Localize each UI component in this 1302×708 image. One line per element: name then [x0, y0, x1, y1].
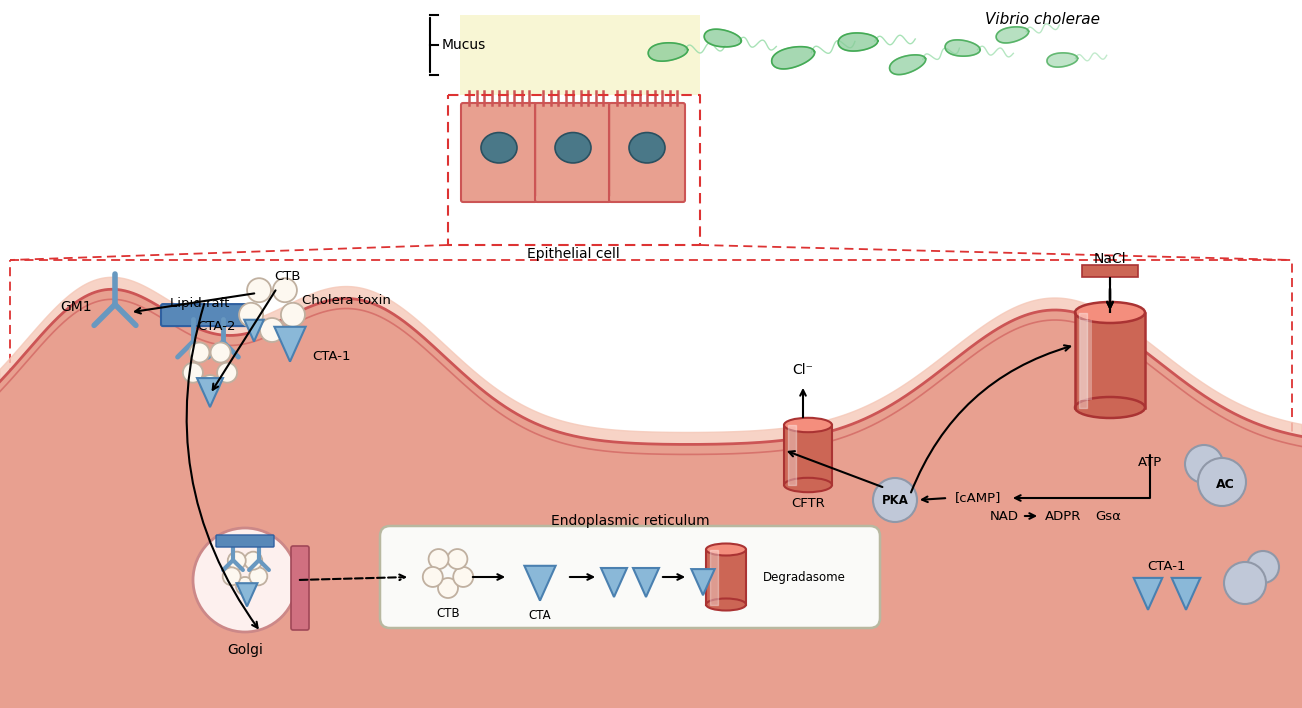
Circle shape — [189, 343, 210, 362]
Circle shape — [1224, 562, 1266, 604]
Text: GM1: GM1 — [60, 300, 91, 314]
Circle shape — [201, 375, 220, 395]
FancyBboxPatch shape — [1075, 312, 1144, 408]
Ellipse shape — [555, 132, 591, 163]
Polygon shape — [889, 55, 926, 74]
Polygon shape — [197, 378, 223, 407]
Ellipse shape — [706, 598, 746, 610]
Circle shape — [228, 552, 246, 570]
FancyBboxPatch shape — [460, 15, 700, 95]
FancyBboxPatch shape — [216, 535, 273, 547]
Polygon shape — [633, 568, 659, 597]
Polygon shape — [602, 568, 628, 597]
Circle shape — [236, 577, 254, 595]
Text: Degradasome: Degradasome — [763, 571, 846, 583]
Circle shape — [217, 362, 237, 382]
Text: Mucus: Mucus — [441, 38, 486, 52]
Polygon shape — [1172, 578, 1200, 610]
FancyBboxPatch shape — [1079, 320, 1092, 400]
Circle shape — [428, 549, 449, 569]
FancyBboxPatch shape — [461, 103, 536, 202]
Polygon shape — [1134, 578, 1163, 610]
Text: Golgi: Golgi — [227, 643, 263, 657]
Text: AC: AC — [1216, 477, 1234, 491]
Circle shape — [245, 552, 262, 570]
Text: Vibrio cholerae: Vibrio cholerae — [986, 12, 1100, 27]
Text: CTA: CTA — [529, 609, 551, 622]
Text: CTA-1: CTA-1 — [312, 350, 350, 362]
Polygon shape — [245, 320, 264, 341]
Text: PKA: PKA — [881, 493, 909, 506]
Text: ATP: ATP — [1138, 455, 1163, 469]
Circle shape — [1185, 445, 1223, 483]
Polygon shape — [772, 47, 815, 69]
Ellipse shape — [1075, 302, 1144, 323]
Text: CTA-1: CTA-1 — [1148, 560, 1186, 573]
Ellipse shape — [784, 478, 832, 492]
Text: CFTR: CFTR — [792, 497, 825, 510]
Text: Epithelial cell: Epithelial cell — [526, 247, 620, 261]
Circle shape — [423, 567, 443, 587]
Circle shape — [453, 567, 473, 587]
Polygon shape — [1047, 53, 1078, 67]
Text: NaCl: NaCl — [1094, 252, 1126, 266]
Text: CTB: CTB — [273, 270, 301, 282]
Circle shape — [182, 362, 203, 382]
Polygon shape — [996, 27, 1029, 43]
Polygon shape — [275, 327, 306, 362]
Circle shape — [249, 567, 267, 586]
Circle shape — [273, 278, 297, 302]
Text: CTB: CTB — [436, 607, 460, 620]
Polygon shape — [237, 583, 258, 606]
Text: ADPR: ADPR — [1046, 510, 1082, 523]
Text: Gsα: Gsα — [1095, 510, 1121, 523]
Ellipse shape — [629, 132, 665, 163]
FancyBboxPatch shape — [380, 526, 880, 628]
Circle shape — [1247, 551, 1279, 583]
FancyBboxPatch shape — [609, 103, 685, 202]
Polygon shape — [945, 40, 980, 56]
Circle shape — [247, 278, 271, 302]
Polygon shape — [691, 569, 715, 595]
Polygon shape — [525, 566, 556, 600]
Circle shape — [281, 303, 305, 327]
Text: [cAMP]: [cAMP] — [954, 491, 1001, 505]
FancyBboxPatch shape — [161, 304, 253, 326]
Polygon shape — [704, 29, 741, 47]
Ellipse shape — [784, 418, 832, 432]
Circle shape — [448, 549, 467, 569]
Ellipse shape — [1075, 397, 1144, 418]
Circle shape — [260, 318, 284, 342]
Text: NAD: NAD — [990, 510, 1019, 523]
Text: Endoplasmic reticulum: Endoplasmic reticulum — [551, 514, 710, 528]
Text: Cl⁻: Cl⁻ — [793, 363, 814, 377]
Circle shape — [211, 343, 230, 362]
Circle shape — [193, 528, 297, 632]
Circle shape — [223, 567, 241, 586]
Circle shape — [1198, 458, 1246, 506]
Circle shape — [437, 578, 458, 598]
FancyBboxPatch shape — [1082, 265, 1138, 277]
FancyBboxPatch shape — [706, 549, 746, 605]
Circle shape — [874, 478, 917, 522]
Ellipse shape — [706, 544, 746, 556]
Circle shape — [240, 303, 263, 327]
Ellipse shape — [480, 132, 517, 163]
Text: Cholera toxin: Cholera toxin — [302, 294, 391, 307]
Polygon shape — [648, 42, 687, 61]
Polygon shape — [838, 33, 878, 51]
FancyBboxPatch shape — [292, 546, 309, 630]
Text: CTA-2: CTA-2 — [197, 319, 236, 333]
Text: Lipid raft: Lipid raft — [171, 297, 229, 310]
FancyBboxPatch shape — [784, 425, 832, 485]
FancyBboxPatch shape — [535, 103, 611, 202]
